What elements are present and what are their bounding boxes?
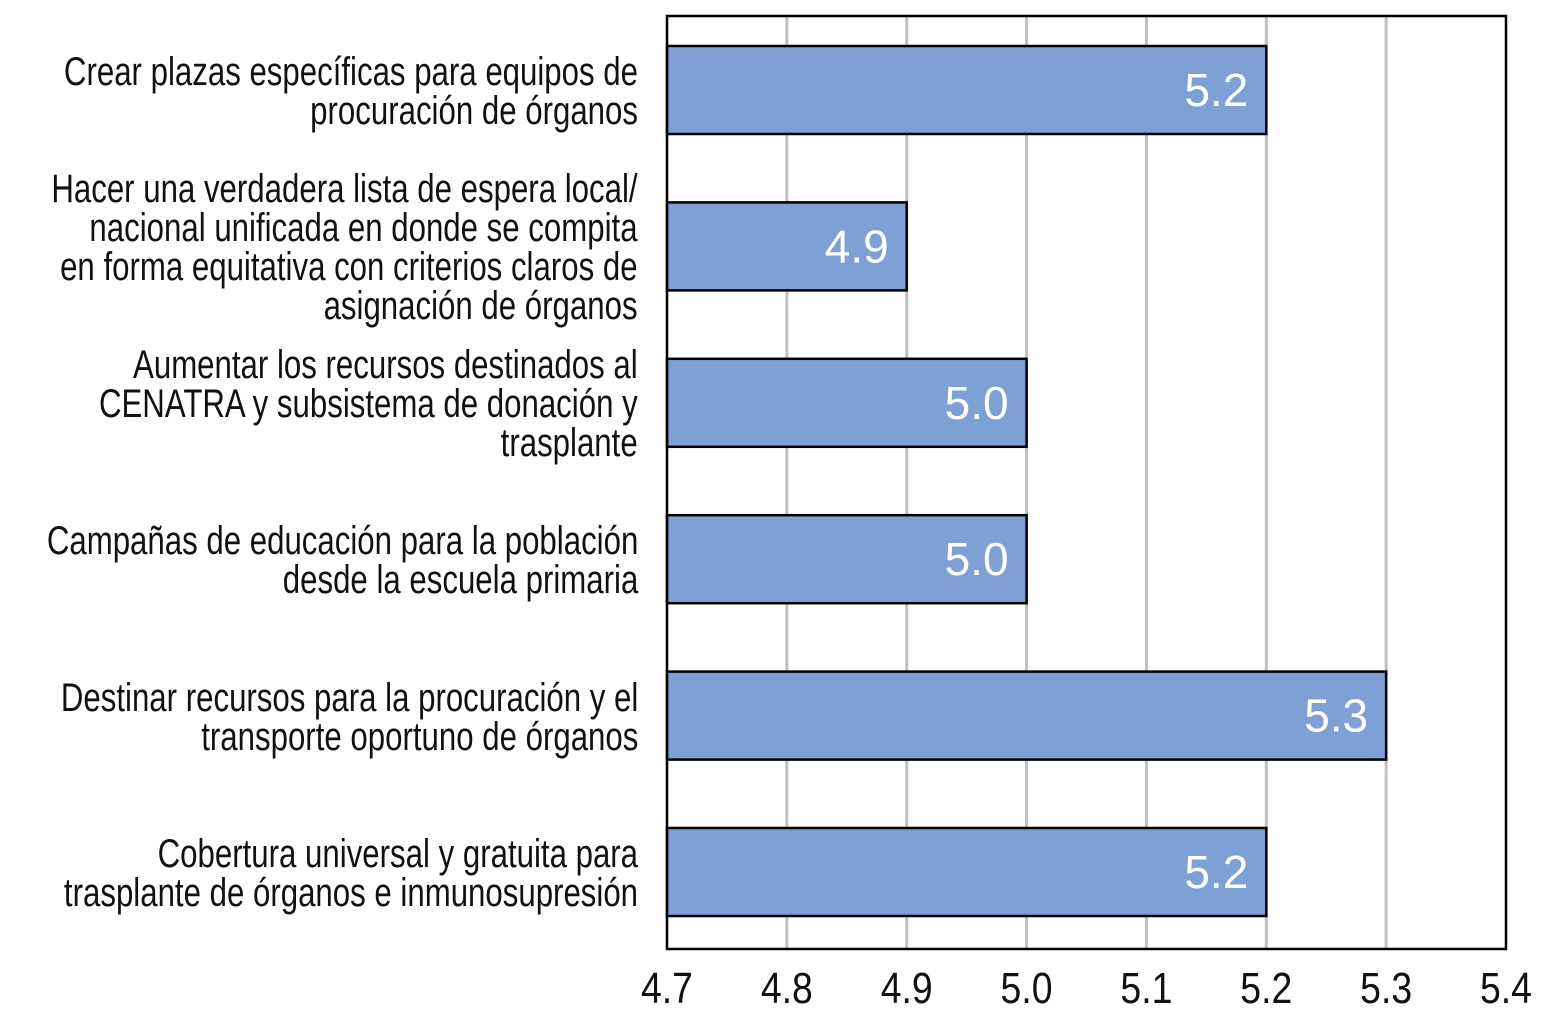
category-label-line: Cobertura universal y gratuita para [157, 832, 638, 876]
category-label: Cobertura universal y gratuita para trasp… [0, 832, 638, 915]
category-label-line: Aumentar los recursos destinados al [133, 343, 639, 388]
data-label: 5.0 [945, 533, 1009, 585]
data-label: 5.2 [1184, 846, 1248, 898]
category-label-line: Hacer una verdadera lista de espera loca… [51, 167, 638, 212]
x-tick-label: 4.8 [761, 963, 813, 1013]
x-tick-label: 5.3 [1360, 963, 1412, 1013]
bar [665, 670, 1388, 761]
x-tick-label: 5.1 [1120, 963, 1172, 1013]
category-label-line: desde la escuela primaria [282, 558, 638, 603]
bar [665, 513, 1028, 605]
x-tick-label: 5.0 [1001, 963, 1053, 1013]
x-tick-label: 5.4 [1480, 963, 1532, 1013]
category-label-line: trasplante de órganos e inmunosupresión [63, 871, 638, 915]
bar [665, 44, 1268, 136]
data-label: 4.9 [825, 220, 889, 272]
category-label-line: nacional unificada en donde se compita [89, 206, 638, 251]
category-label-line: asignación de órganos [324, 284, 638, 329]
category-label-line: Crear plazas específicas para equipos de [63, 50, 638, 94]
bar [665, 201, 908, 292]
data-label: 5.2 [1184, 64, 1248, 116]
category-label: Destinar recursos para la procuración y … [0, 675, 638, 759]
category-label-line: Destinar recursos para la procuración y … [60, 675, 638, 720]
category-label-line: Campañas de educación para la población [46, 519, 638, 564]
x-tick-label: 4.7 [641, 963, 693, 1013]
category-label-line: trasplante [500, 421, 638, 466]
category-label: Aumentar los recursos destinados al CENAT… [0, 343, 639, 466]
category-label-line: en forma equitativa con criterios claros… [60, 245, 638, 290]
category-label: Crear plazas específicas para equipos de… [0, 50, 638, 133]
category-label: Campañas de educación para la población d… [0, 519, 638, 603]
x-tick-label: 5.2 [1240, 963, 1292, 1013]
category-label: Hacer una verdadera lista de espera loca… [0, 167, 638, 329]
x-tick-label: 4.9 [881, 963, 933, 1013]
plot-frame [665, 14, 1508, 951]
category-label-line: procuración de órganos [310, 89, 638, 133]
category-label-line: transporte oportuno de órganos [200, 714, 638, 759]
data-label: 5.3 [1304, 690, 1368, 742]
bar [665, 826, 1268, 918]
bar [665, 357, 1028, 449]
data-label: 5.0 [945, 377, 1009, 429]
category-label-line: CENATRA y subsistema de donación y [99, 382, 638, 427]
